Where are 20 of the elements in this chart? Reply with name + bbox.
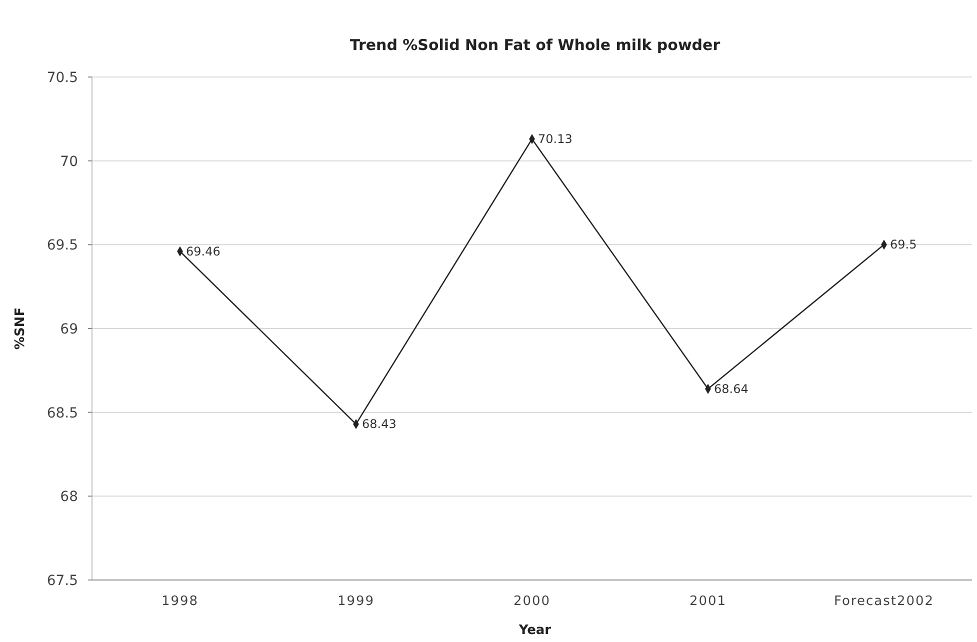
chart-title: Trend %Solid Non Fat of Whole milk powder bbox=[350, 36, 721, 54]
y-axis-title: %SNF bbox=[13, 307, 28, 350]
x-tick-label: 1999 bbox=[337, 594, 375, 609]
x-axis-title: Year bbox=[518, 623, 552, 638]
x-tick-label: Forecast2002 bbox=[834, 594, 934, 609]
y-tick-label: 70.5 bbox=[46, 70, 78, 86]
data-label: 69.5 bbox=[890, 238, 917, 252]
x-tick-label: 2000 bbox=[513, 594, 551, 609]
y-tick-label: 67.5 bbox=[46, 573, 78, 589]
data-label: 70.13 bbox=[538, 132, 572, 146]
y-tick-label: 68.5 bbox=[46, 405, 78, 422]
data-label: 68.64 bbox=[714, 382, 748, 396]
x-tick-label: 2001 bbox=[689, 594, 727, 609]
y-tick-label: 69.5 bbox=[46, 238, 78, 254]
y-tick-label: 69 bbox=[60, 322, 78, 338]
x-tick-label: 1998 bbox=[161, 594, 199, 609]
y-tick-label: 68 bbox=[60, 489, 78, 506]
data-label: 69.46 bbox=[186, 244, 220, 258]
y-tick-label: 70 bbox=[60, 154, 78, 170]
data-label: 68.43 bbox=[362, 417, 396, 432]
